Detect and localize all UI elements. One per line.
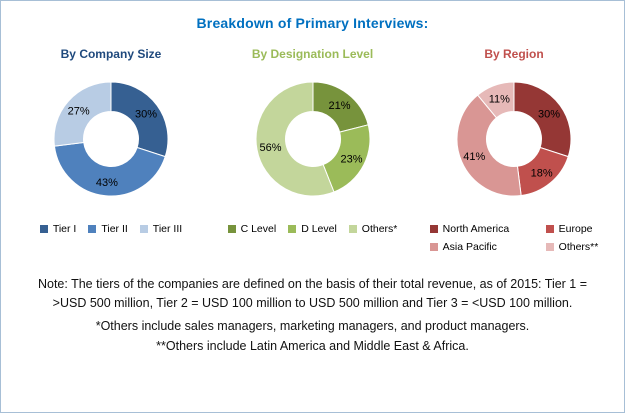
- notes: Note: The tiers of the companies are def…: [1, 275, 624, 356]
- legend-company-size: Tier I Tier II Tier III: [39, 223, 183, 235]
- legend-item-c-level: C Level: [227, 223, 277, 235]
- legend-label-asia-pacific: Asia Pacific: [442, 241, 497, 253]
- donut-chart-region: 30% 18% 41% 11%: [456, 81, 572, 197]
- legend-designation-level: C Level D Level Others*: [227, 223, 398, 235]
- chart-title-region: By Region: [484, 47, 544, 61]
- chart-company-size: By Company Size 30% 43% 27% Tier I Tier II T…: [11, 47, 211, 253]
- chart-designation-level: By Designation Level 21% 23% 56% C Level D …: [213, 47, 413, 253]
- legend-swatch-others: [545, 243, 554, 251]
- page-title: Breakdown of Primary Interviews:: [196, 15, 429, 31]
- donut-segment-asia-pacific: [456, 94, 522, 197]
- legend-swatch-c-level: [227, 225, 236, 233]
- slice-label-tier-iii: 27%: [68, 105, 90, 117]
- donut-segment-north-america: [513, 81, 572, 158]
- legend-swatch-asia-pacific: [429, 243, 438, 251]
- donut-segment-others: [255, 81, 335, 197]
- donut-segment-tier-ii: [53, 141, 166, 197]
- legend-item-asia-pacific: Asia Pacific: [429, 241, 530, 253]
- slice-label-c-level: 21%: [328, 100, 350, 112]
- legend-item-tier-ii: Tier II: [88, 223, 128, 235]
- legend-region: North America Europe Asia Pacific Others**: [429, 223, 599, 253]
- slice-label-d-level: 23%: [340, 154, 362, 166]
- slice-label-asia-pacific: 41%: [463, 151, 485, 163]
- legend-swatch-europe: [545, 225, 554, 233]
- legend-item-others: Others**: [545, 241, 599, 253]
- legend-label-north-america: North America: [442, 223, 510, 235]
- donut-segment-tier-iii: [53, 81, 112, 147]
- legend-item-tier-iii: Tier III: [139, 223, 183, 235]
- legend-item-d-level: D Level: [288, 223, 337, 235]
- legend-label-europe: Europe: [558, 223, 593, 235]
- note-tiers-definition: Note: The tiers of the companies are def…: [37, 277, 588, 310]
- legend-item-north-america: North America: [429, 223, 530, 235]
- legend-swatch-north-america: [429, 225, 438, 233]
- legend-label-d-level: D Level: [301, 223, 337, 235]
- slice-label-others: 11%: [489, 93, 510, 105]
- legend-label-others: Others*: [361, 223, 398, 235]
- slice-label-europe: 18%: [531, 167, 553, 179]
- legend-swatch-d-level: [288, 225, 297, 233]
- charts-row: By Company Size 30% 43% 27% Tier I Tier II T…: [1, 47, 624, 253]
- legend-item-others: Others*: [348, 223, 398, 235]
- slice-label-north-america: 30%: [538, 109, 560, 121]
- legend-item-europe: Europe: [545, 223, 599, 235]
- legend-label-tier-i: Tier I: [52, 223, 77, 235]
- footnote-others-designation: *Others include sales managers, marketin…: [95, 318, 530, 333]
- slice-label-others: 56%: [259, 142, 281, 154]
- donut-segment-others: [476, 81, 515, 119]
- chart-title-company-size: By Company Size: [60, 47, 162, 61]
- legend-item-tier-i: Tier I: [39, 223, 77, 235]
- donut-chart-designation-level: 21% 23% 56%: [255, 81, 370, 197]
- chart-title-designation-level: By Designation Level: [251, 47, 374, 61]
- legend-label-others: Others**: [558, 241, 599, 253]
- legend-swatch-tier-i: [39, 225, 48, 233]
- slice-label-tier-i: 30%: [135, 109, 157, 121]
- legend-label-c-level: C Level: [240, 223, 277, 235]
- footnote-others-region: **Others include Latin America and Middl…: [156, 339, 469, 354]
- legend-swatch-others: [348, 225, 357, 233]
- legend-label-tier-iii: Tier III: [152, 223, 183, 235]
- chart-region: By Region 30% 18% 41% 11% North America Euro…: [414, 47, 614, 253]
- legend-swatch-tier-iii: [139, 225, 148, 233]
- donut-segment-tier-i: [110, 81, 169, 158]
- legend-swatch-tier-ii: [88, 225, 97, 233]
- legend-label-tier-ii: Tier II: [101, 223, 128, 235]
- slice-label-tier-ii: 43%: [96, 177, 118, 189]
- donut-chart-company-size: 30% 43% 27%: [53, 81, 169, 197]
